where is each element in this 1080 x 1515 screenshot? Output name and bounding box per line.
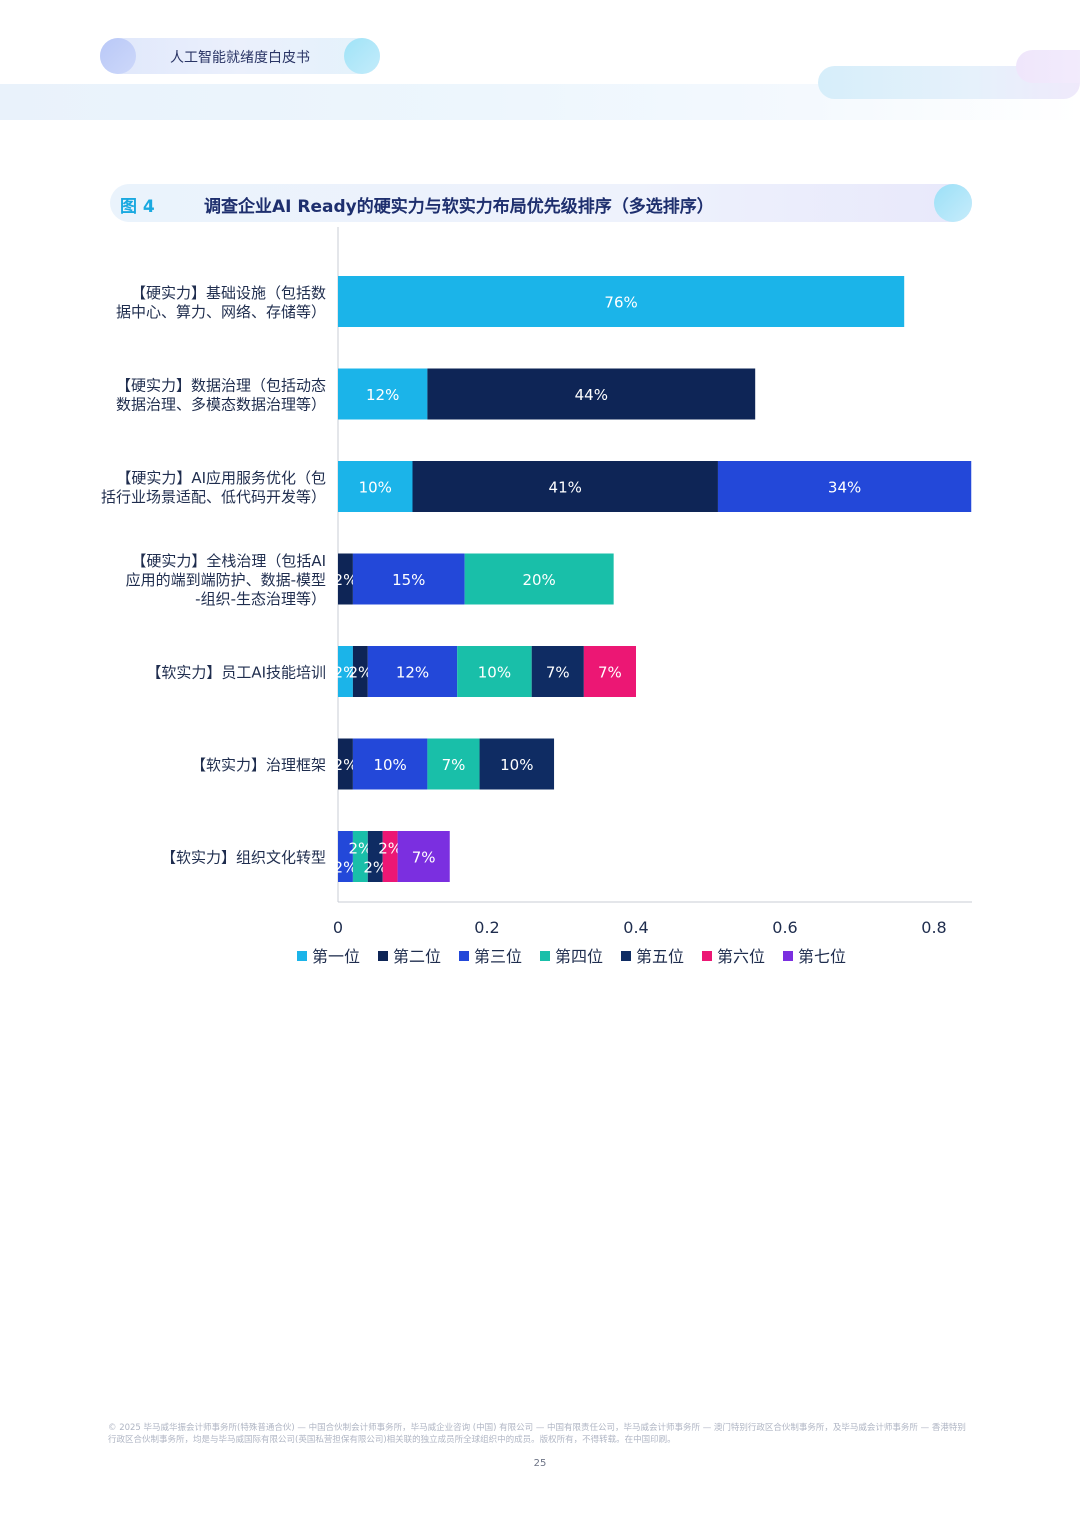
legend-label: 第七位	[798, 947, 846, 966]
bar-segment	[397, 831, 450, 882]
category-label: 据中心、算力、网络、存储等）	[116, 303, 326, 321]
figure-title-bar: 图 4 调查企业AI Ready的硬实力与软实力布局优先级排序（多选排序）	[110, 184, 972, 222]
copyright-footer: © 2025 毕马威华振会计师事务所(特殊普通合伙) — 中国合伙制会计师事务所…	[108, 1423, 966, 1445]
bar-segment	[583, 646, 636, 697]
header-dot-right	[344, 38, 380, 74]
bar-segment	[457, 646, 532, 697]
legend-label: 第六位	[717, 947, 765, 966]
bar-segment	[352, 831, 368, 882]
decorative-pill-small	[1016, 50, 1080, 83]
bar-segment	[531, 646, 584, 697]
data-label: 2%	[334, 664, 358, 682]
category-label: 【软实力】组织文化转型	[161, 849, 326, 867]
category-label: -组织-生态治理等）	[195, 590, 326, 608]
data-label: 15%	[392, 571, 425, 589]
legend-swatch	[621, 951, 631, 961]
document-title: 人工智能就绪度白皮书	[170, 50, 310, 66]
x-tick-label: 0.8	[921, 918, 946, 937]
bar-segment	[367, 831, 383, 882]
category-label: 【硬实力】AI应用服务优化（包	[116, 469, 326, 487]
data-label: 10%	[359, 479, 392, 497]
legend-swatch	[702, 951, 712, 961]
data-label: 2%	[334, 571, 358, 589]
data-label: 2%	[378, 840, 402, 858]
legend-swatch	[540, 951, 550, 961]
bar-segment	[338, 461, 413, 512]
data-label: 7%	[412, 849, 436, 867]
legend-swatch	[459, 951, 469, 961]
figure-title: 调查企业AI Ready的硬实力与软实力布局优先级排序（多选排序）	[204, 197, 714, 217]
category-label: 【硬实力】全栈治理（包括AI	[131, 552, 326, 570]
category-label: 数据治理、多模态数据治理等）	[116, 396, 326, 414]
legend-label: 第四位	[555, 947, 603, 966]
data-label: 7%	[546, 664, 570, 682]
data-label: 10%	[478, 664, 511, 682]
bar-segment	[352, 553, 465, 605]
data-label: 41%	[549, 479, 582, 497]
x-tick-label: 0	[333, 918, 343, 937]
figure-label: 图 4	[120, 197, 155, 217]
bar-segment	[352, 738, 428, 790]
data-label: 20%	[522, 571, 555, 589]
data-label: 10%	[373, 756, 406, 774]
bar-segment	[382, 831, 398, 882]
data-label: 34%	[828, 479, 861, 497]
x-tick-label: 0.2	[474, 918, 499, 937]
data-label: 7%	[598, 664, 622, 682]
data-label: 7%	[442, 756, 466, 774]
category-label: 应用的端到端防护、数据-模型	[126, 571, 326, 589]
data-label: 2%	[348, 840, 372, 858]
category-label: 括行业场景适配、低代码开发等）	[101, 488, 326, 506]
bar-segment	[338, 738, 353, 790]
legend-swatch	[378, 951, 388, 961]
x-tick-label: 0.4	[623, 918, 648, 937]
bar-segment	[464, 553, 614, 605]
legend-label: 第一位	[312, 947, 360, 966]
data-label: 76%	[604, 294, 637, 312]
x-tick-label: 0.6	[772, 918, 797, 937]
bar-segment	[479, 738, 555, 790]
bar-segment	[352, 646, 368, 697]
data-label: 2%	[334, 859, 358, 877]
bar-segment	[717, 461, 972, 512]
data-label: 10%	[500, 756, 533, 774]
data-label: 2%	[334, 756, 358, 774]
category-label: 【硬实力】数据治理（包括动态	[116, 377, 326, 395]
data-label: 12%	[366, 386, 399, 404]
legend-label: 第五位	[636, 947, 684, 966]
bar-segment	[427, 368, 756, 420]
bar-segment	[338, 831, 353, 882]
data-label: 12%	[396, 664, 429, 682]
legend-swatch	[297, 951, 307, 961]
bar-segment	[412, 461, 718, 512]
header-pill: 人工智能就绪度白皮书	[100, 38, 380, 74]
page-number: 25	[533, 1458, 547, 1469]
data-label: 2%	[348, 664, 372, 682]
legend-swatch	[783, 951, 793, 961]
bar-segment	[338, 276, 905, 327]
figure-title-bar-end	[934, 184, 972, 222]
data-label: 2%	[363, 859, 387, 877]
header-dot-left	[100, 38, 136, 74]
category-label: 【软实力】治理框架	[191, 756, 326, 774]
bar-segment	[338, 368, 428, 420]
category-label: 【硬实力】基础设施（包括数	[131, 284, 326, 302]
bar-segment	[427, 738, 480, 790]
legend-label: 第二位	[393, 947, 441, 966]
category-label: 【软实力】员工AI技能培训	[146, 664, 326, 682]
data-label: 44%	[575, 386, 608, 404]
bar-segment	[338, 553, 353, 605]
bar-segment	[367, 646, 458, 697]
bar-segment	[338, 646, 353, 697]
legend-label: 第三位	[474, 947, 522, 966]
